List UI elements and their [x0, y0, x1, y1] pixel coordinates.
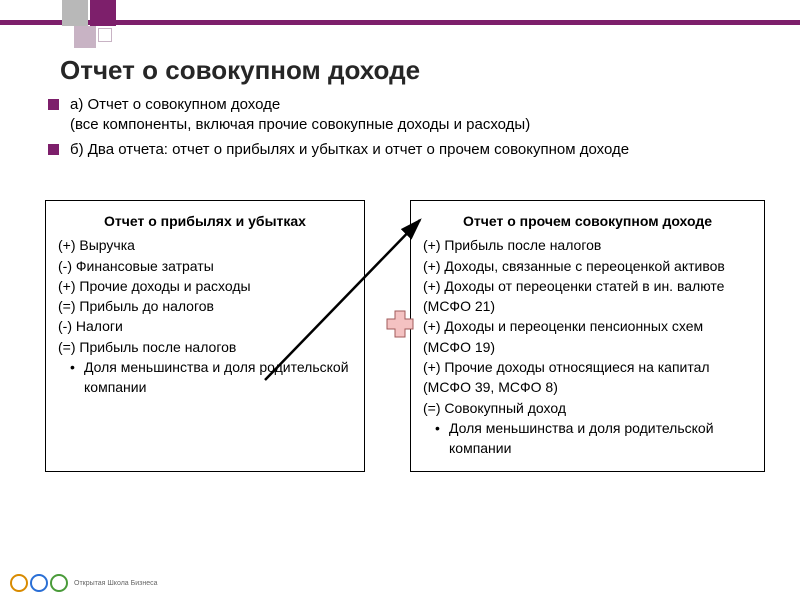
oi-box-title: Отчет о прочем совокупном доходе — [423, 211, 752, 231]
deco-square — [74, 26, 96, 48]
header-bar — [0, 20, 800, 25]
bullet-a: а) Отчет о совокупном доходе(все компоне… — [48, 95, 768, 136]
pl-line: (=) Прибыль после налогов — [58, 337, 352, 357]
deco-square — [90, 0, 116, 26]
oi-line: (+) Доходы, связанные с переоценкой акти… — [423, 256, 752, 276]
logo-circle-b — [30, 574, 48, 592]
intro-bullets: а) Отчет о совокупном доходе(все компоне… — [48, 95, 768, 164]
other-income-box: Отчет о прочем совокупном доходе (+) При… — [410, 200, 765, 472]
profit-loss-box: Отчет о прибылях и убытках (+) Выручка (… — [45, 200, 365, 472]
bullet-b: б) Два отчета: отчет о прибылях и убытка… — [48, 140, 768, 160]
slide: Отчет о совокупном доходе а) Отчет о сов… — [0, 0, 800, 600]
slide-title: Отчет о совокупном доходе — [60, 55, 420, 86]
oi-sub: Доля меньшинства и доля родительской ком… — [423, 418, 752, 459]
plus-icon — [384, 308, 416, 340]
oi-line: (+) Доходы от переоценки статей в ин. ва… — [423, 276, 752, 317]
deco-square — [98, 28, 112, 42]
pl-line: (-) Финансовые затраты — [58, 256, 352, 276]
logo-circle-o — [10, 574, 28, 592]
pl-sub: Доля меньшинства и доля родительской ком… — [58, 357, 352, 398]
logo-text: Открытая Школа Бизнеса — [74, 580, 157, 587]
obs-logo: Открытая Школа Бизнеса — [10, 574, 157, 592]
header-decoration — [0, 0, 800, 50]
pl-line: (+) Выручка — [58, 235, 352, 255]
pl-line: (=) Прибыль до налогов — [58, 296, 352, 316]
oi-line: (=) Совокупный доход — [423, 398, 752, 418]
deco-square — [62, 0, 88, 26]
pl-box-title: Отчет о прибылях и убытках — [58, 211, 352, 231]
oi-line: (+) Доходы и переоценки пенсионных схем … — [423, 316, 752, 357]
oi-line: (+) Прибыль после налогов — [423, 235, 752, 255]
logo-circle-s — [50, 574, 68, 592]
pl-line: (-) Налоги — [58, 316, 352, 336]
pl-line: (+) Прочие доходы и расходы — [58, 276, 352, 296]
oi-line: (+) Прочие доходы относящиеся на капитал… — [423, 357, 752, 398]
